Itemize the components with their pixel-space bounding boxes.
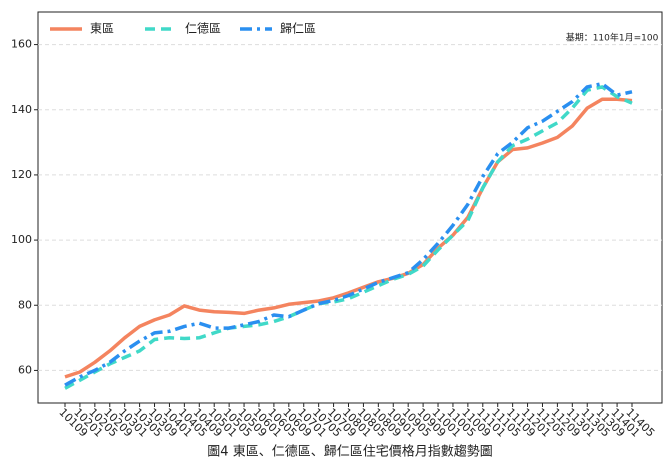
y-tick-label: 120 bbox=[11, 168, 32, 181]
legend-label: 東區 bbox=[90, 22, 114, 36]
annotation: 基期：110年1月=100 bbox=[566, 32, 659, 44]
series-line bbox=[64, 85, 633, 390]
legend-label: 仁德區 bbox=[185, 21, 221, 36]
y-tick-label: 80 bbox=[18, 298, 32, 311]
y-tick-label: 100 bbox=[11, 233, 32, 246]
y-tick-label: 60 bbox=[18, 363, 32, 376]
y-tick-label: 160 bbox=[11, 38, 32, 51]
series-line bbox=[64, 97, 633, 379]
legend-label: 歸仁區 bbox=[280, 22, 316, 36]
caption: 圖4 東區、仁德區、歸仁區住宅價格月指數趨勢圖 bbox=[207, 444, 492, 460]
plot-frame bbox=[37, 11, 663, 404]
y-tick-label: 140 bbox=[11, 103, 32, 116]
series-line bbox=[64, 81, 633, 387]
